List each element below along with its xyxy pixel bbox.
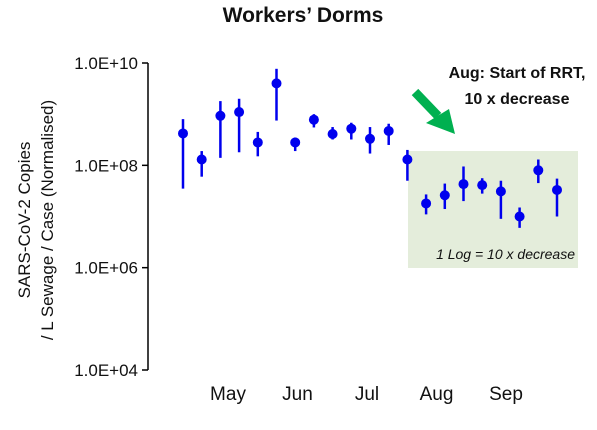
point-marker <box>439 190 450 201</box>
annotation-line1: Aug: Start of RRT, <box>449 65 586 82</box>
data-points <box>178 68 562 228</box>
point-marker <box>421 198 432 209</box>
data-point <box>495 180 506 219</box>
point-marker <box>252 137 263 148</box>
highlight-box <box>408 151 578 268</box>
point-marker <box>552 184 562 195</box>
y-ticks: 1.0E+04 1.0E+06 1.0E+08 1.0E+10 <box>74 54 148 380</box>
point-marker <box>402 154 413 165</box>
point-marker <box>290 137 301 148</box>
x-tick-label: May <box>210 384 246 405</box>
chart-title: Workers’ Dorms <box>223 4 384 27</box>
data-point <box>402 149 413 181</box>
point-marker <box>346 123 357 134</box>
point-marker <box>477 180 488 191</box>
point-marker <box>234 107 245 118</box>
x-tick-label: Jun <box>282 384 313 405</box>
point-marker <box>215 110 226 121</box>
data-point <box>421 194 432 215</box>
point-marker <box>533 165 544 176</box>
data-point <box>533 159 544 184</box>
data-point <box>290 137 301 152</box>
y-tick-label: 1.0E+04 <box>74 361 138 380</box>
data-point <box>178 119 188 189</box>
data-point <box>234 98 245 153</box>
data-point <box>215 101 226 158</box>
data-point <box>383 123 394 145</box>
y-tick-label: 1.0E+10 <box>74 54 138 73</box>
point-marker <box>365 133 375 144</box>
point-marker <box>196 154 207 165</box>
point-marker <box>514 211 525 222</box>
y-axis-label-line2: / L Sewage / Case (Normalised) <box>38 100 57 340</box>
data-point <box>308 114 319 128</box>
point-marker <box>458 179 469 190</box>
point-marker <box>308 114 319 125</box>
x-ticks: May Jun Jul Aug Sep <box>210 384 523 405</box>
data-point <box>252 131 263 157</box>
y-tick-label: 1.0E+08 <box>74 156 138 175</box>
data-point <box>327 127 338 140</box>
point-marker <box>178 128 188 139</box>
y-tick-label: 1.0E+06 <box>74 259 138 278</box>
data-point <box>439 183 450 210</box>
point-marker <box>327 128 338 139</box>
data-point <box>196 151 207 177</box>
data-point <box>477 178 488 194</box>
data-point <box>346 122 357 140</box>
x-tick-label: Jul <box>355 384 379 405</box>
data-point <box>271 68 282 121</box>
point-marker <box>271 78 282 89</box>
data-point <box>365 127 375 154</box>
data-point <box>458 166 469 202</box>
point-marker <box>495 186 506 197</box>
data-point <box>552 178 562 217</box>
annotation-arrow <box>411 88 455 134</box>
x-tick-label: Sep <box>489 384 523 405</box>
highlight-box-note: 1 Log = 10 x decrease <box>436 246 575 262</box>
data-point <box>514 207 525 228</box>
annotation-line2: 10 x decrease <box>465 91 570 108</box>
point-marker <box>383 125 394 136</box>
x-tick-label: Aug <box>420 384 454 405</box>
y-axis-label-line1: SARS-CoV-2 Copies <box>15 142 34 299</box>
